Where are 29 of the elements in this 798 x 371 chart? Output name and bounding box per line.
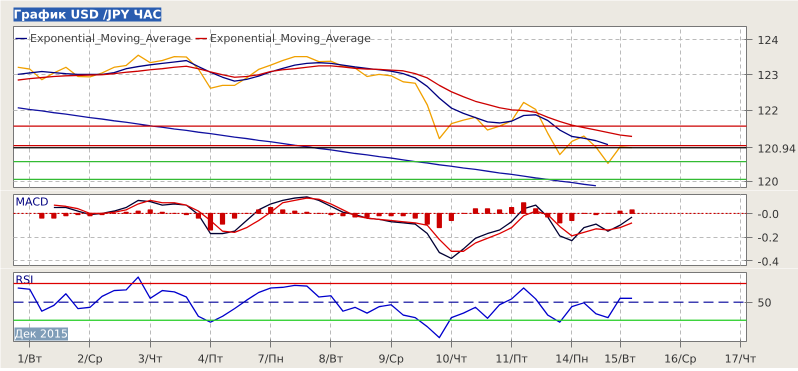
text: 50 [758,296,772,310]
x-tick-label: 1/Вт [17,352,43,366]
x-tick-label: 17/Чт [724,352,757,366]
x-tick-label: 7/Пн [258,352,284,366]
line-series [17,107,597,186]
x-tick-label: 8/Вт [318,352,344,366]
y-tick-label: -0.2 [758,232,779,245]
x-tick-label: 14/Пн [555,352,588,366]
y-tick-label: -0.0 [758,208,779,221]
legend-label: Exponential_Moving_Average [30,32,191,44]
legend-label: Exponential_Moving_Average [210,32,371,44]
ref-line-label: 120.94 [758,142,796,156]
chart-title: График USD /JPY ЧАС [14,8,162,22]
x-tick-label: 9/Ср [378,352,404,366]
x-tick-label: 16/Ср [664,352,696,366]
y-tick-label: -0.4 [758,255,779,268]
y-tick-label: 120 [758,176,778,189]
x-tick-label: 3/Чт [138,352,164,366]
chart-title: MACD [16,196,48,208]
x-tick-label: 2/Ср [77,352,103,366]
x-tick-label: 4/Пт [198,352,224,366]
x-tick-label: 11/Пт [495,352,528,366]
line-series [17,60,609,146]
y-tick-label: 122 [758,104,778,118]
y-tick-label: 124 [758,34,778,47]
annotation: Дек 2015 [14,328,68,340]
y-tick-label: 123 [758,69,778,82]
x-tick-label: 10/Чт [436,352,468,366]
x-tick-label: 15/Вт [604,352,636,366]
